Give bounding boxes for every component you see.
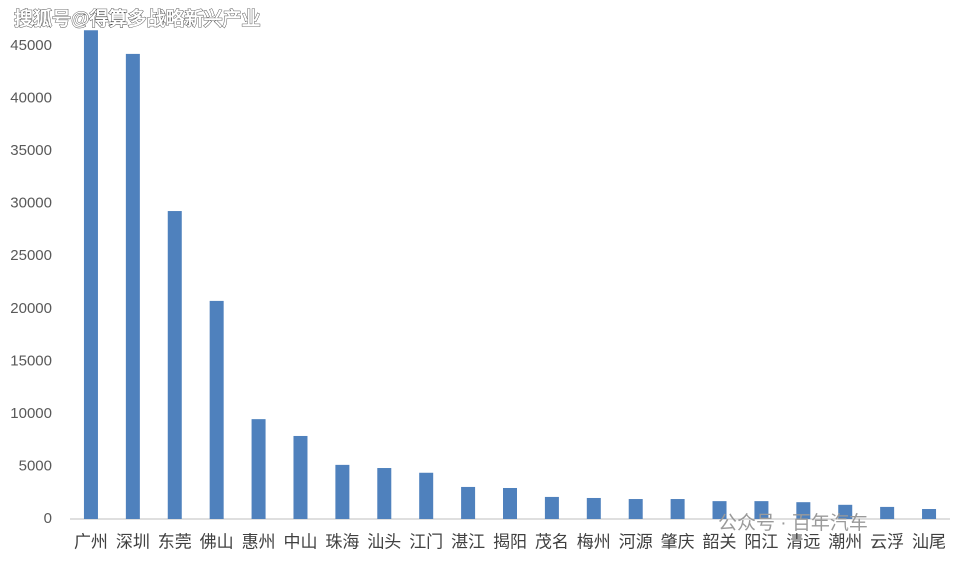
bar bbox=[335, 464, 350, 519]
bar bbox=[796, 502, 811, 519]
bar bbox=[544, 496, 559, 519]
bar bbox=[377, 468, 392, 519]
watermark: 搜狐号@得算多战略新兴产业 bbox=[14, 7, 261, 30]
x-tick-label: 珠海 bbox=[325, 532, 359, 551]
x-tick-label: 汕尾 bbox=[912, 532, 946, 551]
x-tick-label: 茂名 bbox=[535, 532, 569, 551]
x-tick-label: 云浮 bbox=[870, 532, 904, 551]
watermark: 公众号 · 百年汽车 bbox=[718, 512, 868, 534]
x-tick-label: 广州 bbox=[74, 532, 108, 551]
x-tick-label: 惠州 bbox=[242, 532, 276, 551]
x-tick-label: 中山 bbox=[283, 532, 317, 551]
x-tick-label: 东莞 bbox=[158, 532, 192, 551]
bar bbox=[125, 53, 140, 519]
y-tick-label: 5000 bbox=[19, 457, 52, 474]
x-tick-label: 韶关 bbox=[703, 532, 737, 551]
y-tick-label: 20000 bbox=[10, 300, 52, 317]
bar bbox=[712, 501, 727, 519]
y-tick-label: 35000 bbox=[10, 142, 52, 159]
x-tick-label: 阳江 bbox=[744, 532, 778, 551]
y-tick-label: 45000 bbox=[10, 37, 52, 54]
y-tick-label: 0 bbox=[44, 510, 52, 527]
bar bbox=[293, 435, 308, 519]
x-tick-label: 肇庆 bbox=[661, 532, 695, 551]
x-tick-label: 湛江 bbox=[451, 532, 485, 551]
bar bbox=[419, 472, 434, 519]
bar bbox=[880, 506, 895, 519]
y-tick-label: 25000 bbox=[10, 247, 52, 264]
bar bbox=[838, 504, 853, 519]
bar bbox=[461, 486, 476, 519]
x-tick-label: 汕头 bbox=[367, 532, 401, 551]
bar bbox=[251, 419, 266, 519]
x-tick-label: 清远 bbox=[786, 532, 820, 551]
bar bbox=[922, 509, 937, 519]
bar bbox=[628, 499, 643, 519]
x-tick-label: 揭阳 bbox=[493, 532, 527, 551]
y-tick-label: 10000 bbox=[10, 405, 52, 422]
y-tick-label: 30000 bbox=[10, 195, 52, 212]
bar bbox=[83, 30, 98, 520]
x-tick-label: 梅州 bbox=[577, 532, 611, 551]
bar bbox=[167, 211, 182, 519]
y-tick-label: 15000 bbox=[10, 352, 52, 369]
bar bbox=[670, 499, 685, 519]
bar bbox=[209, 300, 224, 519]
y-tick-label: 40000 bbox=[10, 90, 52, 107]
x-tick-label: 河源 bbox=[619, 532, 653, 551]
x-tick-label: 江门 bbox=[409, 532, 443, 551]
x-tick-label: 潮州 bbox=[828, 532, 862, 551]
x-tick-label: 佛山 bbox=[200, 532, 234, 551]
bar bbox=[503, 487, 517, 519]
x-tick-label: 深圳 bbox=[116, 532, 150, 551]
bar bbox=[586, 497, 601, 519]
bar bbox=[754, 501, 769, 519]
